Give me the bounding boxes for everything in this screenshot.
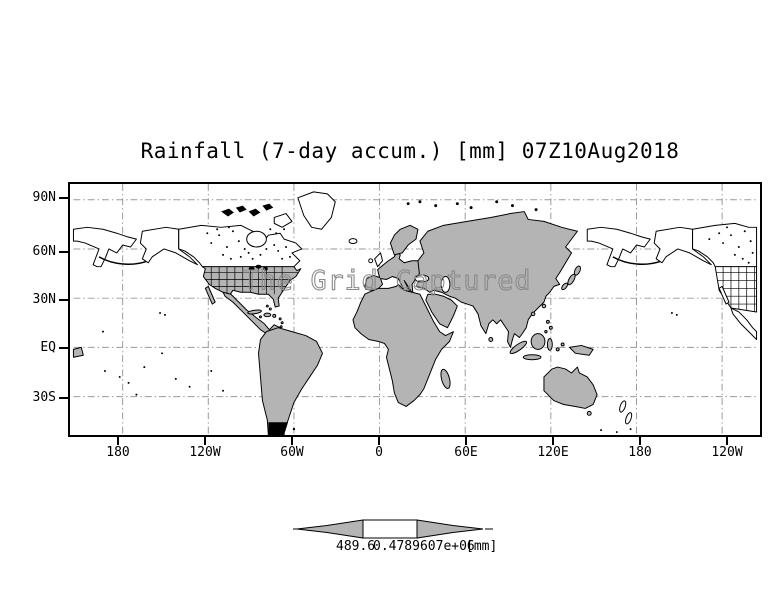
y-tick (59, 197, 68, 199)
x-axis-label-180a: 180 (106, 445, 130, 460)
y-tick (59, 299, 68, 301)
colorbar-max-label: 0.4789607e+06 (373, 539, 475, 554)
x-axis-label-120w2: 120W (711, 445, 743, 460)
x-axis-label-180b: 180 (628, 445, 652, 460)
y-axis-label-eq: EQ (40, 340, 56, 355)
x-tick (117, 437, 119, 445)
map-plot: The Grid Captured (68, 182, 762, 437)
x-axis-label-0: 0 (375, 445, 383, 460)
world-map-svg: The Grid Captured (72, 184, 758, 435)
colorbar-center-box (362, 519, 418, 539)
x-tick (291, 437, 293, 445)
x-tick (204, 437, 206, 445)
y-axis-label-30s: 30S (32, 390, 56, 405)
x-tick (465, 437, 467, 445)
x-axis-label-120e: 120E (537, 445, 569, 460)
colorbar-svg (293, 519, 493, 539)
x-tick (639, 437, 641, 445)
x-axis-label-120w: 120W (189, 445, 221, 460)
y-tick (59, 251, 68, 253)
continents-shaded (72, 191, 633, 435)
watermark-text: The Grid Captured (243, 265, 532, 296)
x-tick (726, 437, 728, 445)
plot-title: Rainfall (7-day accum.) [mm] 07Z10Aug201… (140, 139, 680, 163)
colorbar-left-arrow (296, 519, 364, 539)
y-axis-label-90n: 90N (32, 190, 56, 205)
x-tick (378, 437, 380, 445)
x-tick (552, 437, 554, 445)
y-axis-label-30n: 30N (32, 292, 56, 307)
y-tick (59, 347, 68, 349)
x-axis-label-60e: 60E (454, 445, 478, 460)
colorbar-right-arrow (416, 519, 484, 539)
colorbar (293, 516, 493, 542)
colorbar-units-label: [mm] (466, 539, 498, 554)
y-tick (59, 397, 68, 399)
y-axis-label-60n: 60N (32, 244, 56, 259)
x-axis-label-60w: 60W (280, 445, 304, 460)
continents-wrapped (586, 222, 758, 341)
colorbar-min-label: 489.6 (336, 539, 376, 554)
